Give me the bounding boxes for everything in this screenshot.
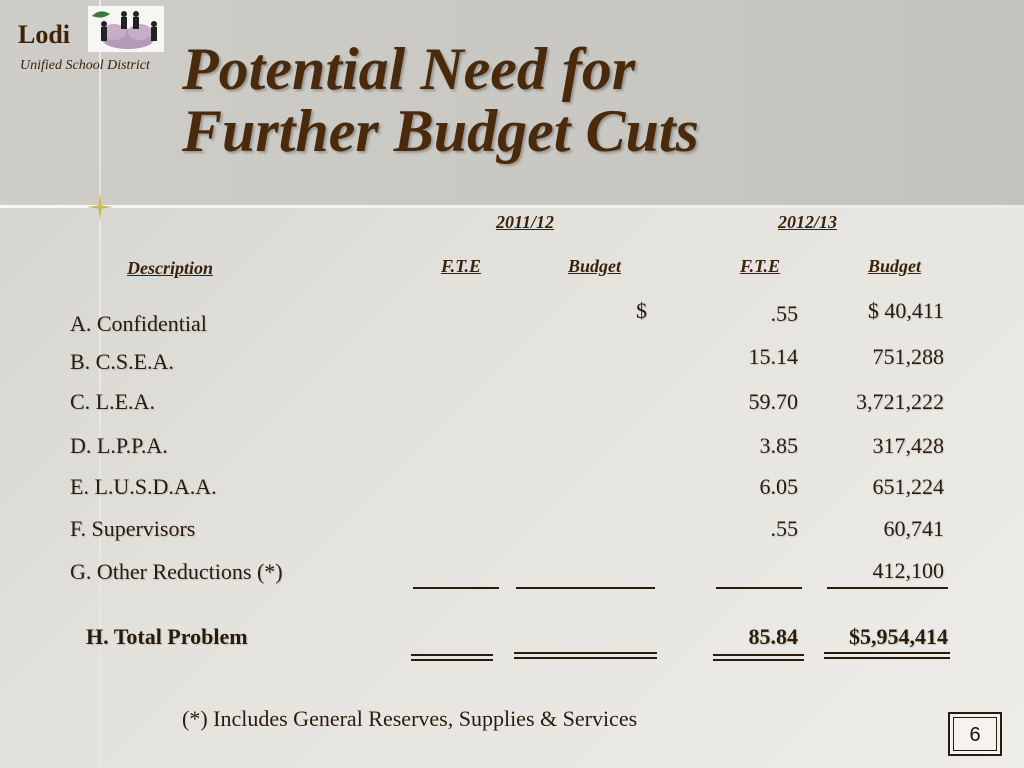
page-number-box: 6: [948, 712, 1002, 756]
budget-2011-header: Budget: [568, 256, 622, 276]
district-subtitle: Unified School District: [20, 58, 150, 73]
budget-value: 651,224: [872, 474, 945, 499]
title-line-1: Potential Need for: [182, 36, 636, 102]
budget-value: 412,100: [872, 558, 945, 583]
budget-value: 751,288: [872, 344, 945, 369]
total-double-rule: [514, 652, 657, 659]
fte-value: 3.85: [759, 433, 799, 458]
row-label: G. Other Reductions (*): [70, 559, 283, 584]
total-double-rule: [824, 652, 950, 659]
row-label: C. L.E.A.: [70, 389, 155, 414]
subtotal-rule: [516, 587, 655, 589]
total-budget-value: $5,954,414: [849, 624, 948, 649]
total-double-rule: [411, 654, 493, 661]
horizontal-divider: [0, 205, 1024, 208]
page-title: Potential Need for Further Budget Cuts: [182, 38, 882, 162]
title-line-2: Further Budget Cuts: [182, 98, 699, 164]
page-number: 6: [953, 717, 997, 751]
header-band: [0, 0, 1024, 205]
budget-value: 317,428: [872, 433, 945, 458]
total-double-rule: [713, 654, 804, 661]
year-2012-header: 2012/13: [778, 212, 838, 232]
fte-value: 6.05: [759, 474, 799, 499]
budget-value: $ 40,411: [867, 298, 944, 323]
vertical-divider: [99, 0, 101, 768]
footnote: (*) Includes General Reserves, Supplies …: [182, 706, 638, 731]
fte-2012-header: F.T.E: [740, 256, 781, 276]
fte-value: .55: [770, 301, 799, 326]
fte-value: .55: [770, 516, 799, 541]
fte-2011-header: F.T.E: [441, 256, 482, 276]
row-label: A. Confidential: [70, 311, 207, 336]
year-2011-header: 2011/12: [496, 212, 555, 232]
total-label: H. Total Problem: [86, 624, 248, 649]
fte-value: 59.70: [748, 389, 799, 414]
sparkle-icon: [86, 193, 114, 221]
row-label: D. L.P.P.A.: [70, 433, 168, 458]
subtotal-rule: [716, 587, 802, 589]
dollar-sign: $: [636, 298, 647, 323]
district-name: Lodi: [18, 20, 71, 49]
total-fte-value: 85.84: [748, 624, 799, 649]
fte-value: 15.14: [748, 344, 799, 369]
district-logo-icon: [88, 6, 164, 52]
budget-value: 3,721,222: [856, 389, 944, 414]
description-header: Description: [127, 258, 214, 278]
subtotal-rule: [413, 587, 499, 589]
row-label: B. C.S.E.A.: [70, 349, 174, 374]
budget-2012-header: Budget: [868, 256, 922, 276]
row-label: F. Supervisors: [70, 516, 196, 541]
subtotal-rule: [827, 587, 948, 589]
row-label: E. L.U.S.D.A.A.: [70, 474, 217, 499]
budget-value: 60,741: [883, 516, 945, 541]
